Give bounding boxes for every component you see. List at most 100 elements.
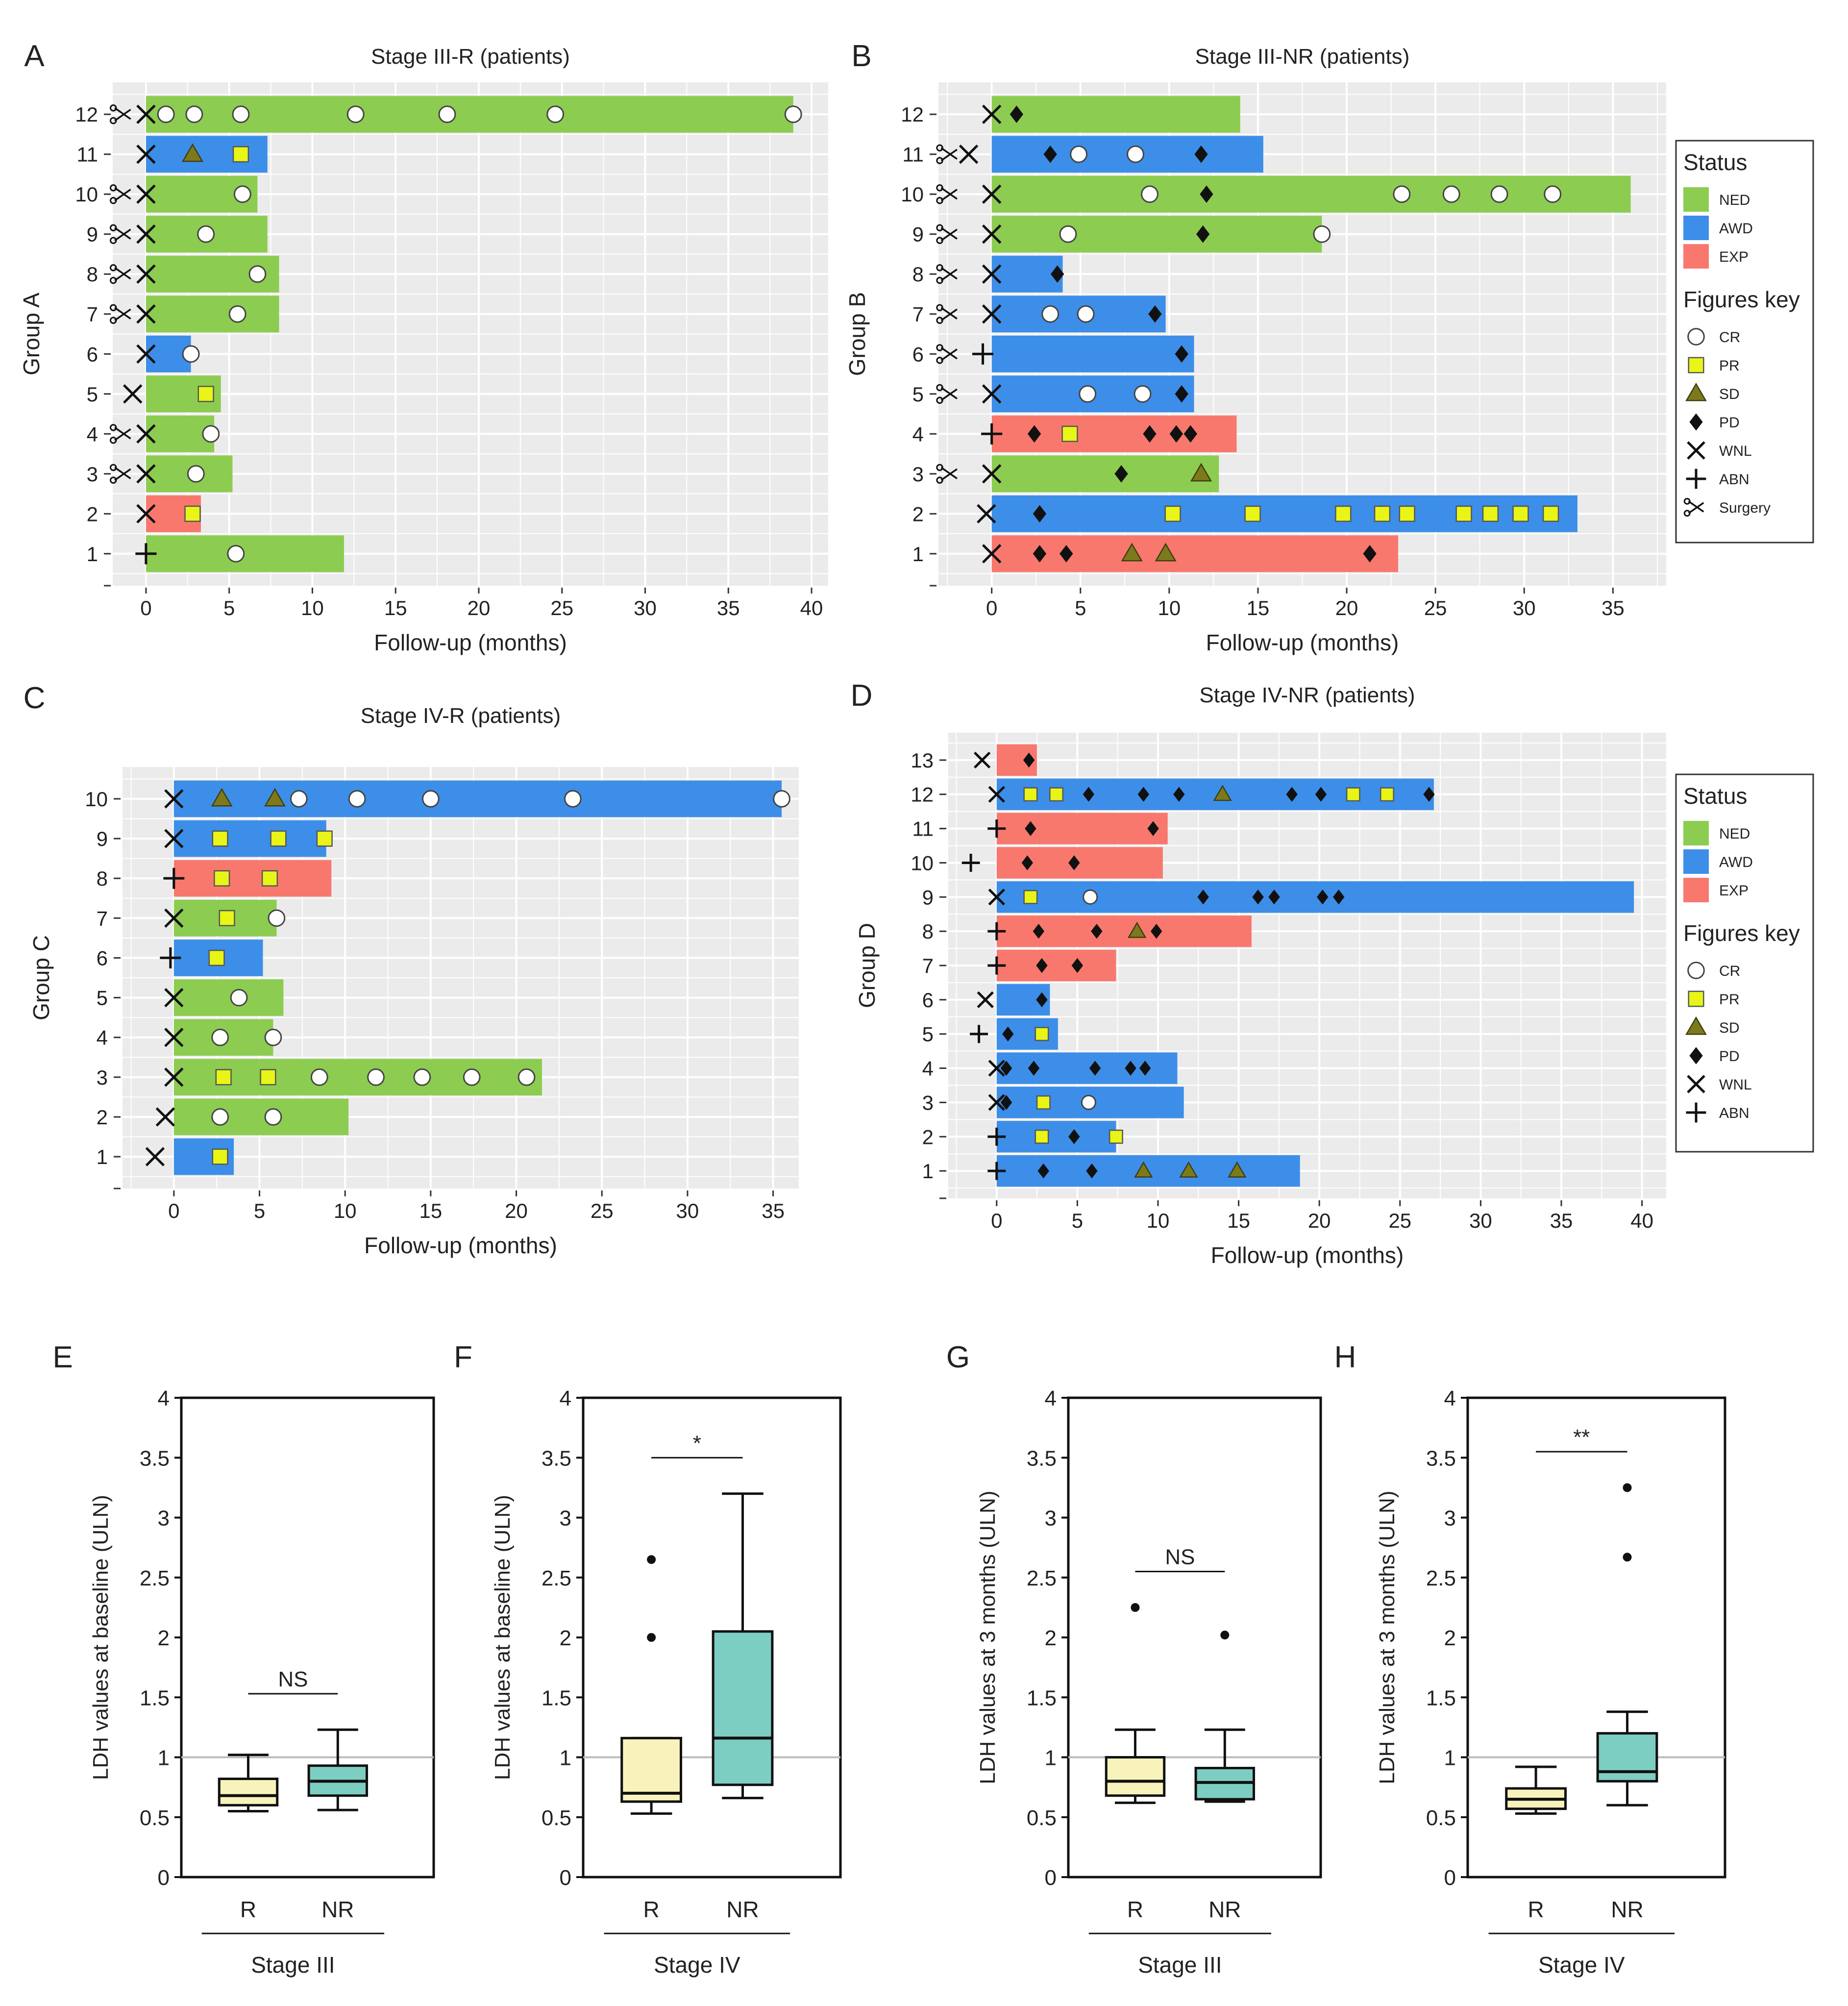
cr-marker [1079,385,1097,403]
pr-marker [1688,357,1704,373]
status-bar [991,96,1240,133]
surgery-marker [936,344,958,364]
pr-marker [1335,505,1352,522]
x-tick-label: 25 [550,596,573,619]
patient-row [987,949,1116,982]
pd-marker [1071,958,1084,973]
box-iqr [712,1630,774,1786]
wnl-marker [988,1094,1005,1111]
legend-figure-label: Surgery [1719,500,1771,516]
wnl-marker [973,751,991,769]
wnl-marker [982,264,1002,284]
wnl-marker [982,304,1002,324]
panel-letter: E [52,1340,73,1374]
sd-marker [1213,785,1232,801]
wnl-marker [145,1147,165,1166]
status-bar [173,979,284,1016]
y-tick-label: 2 [87,502,98,525]
x-tick-label: 0 [991,1209,1002,1232]
legend-figure-label: PR [1719,991,1740,1008]
y-tick-label: 2.5 [140,1566,170,1590]
x-tick-label: 35 [717,596,740,619]
cr-marker [187,465,205,483]
y-tick-label: 2.5 [1426,1566,1456,1590]
cr-marker [264,1108,282,1126]
x-tick-label: 0 [168,1199,179,1222]
x-tick-label: 15 [1247,596,1270,619]
y-tick-label: 4 [922,1057,934,1080]
legend-status-label: NED [1719,192,1750,208]
patient-row [123,375,221,413]
scissor-handle [109,276,117,284]
scissor-blades [940,227,958,242]
panel-letter: C [24,681,46,715]
x-tick-label: 25 [591,1199,614,1222]
y-tick-label: 4 [560,1387,571,1411]
x-tick-label: 0 [140,596,151,619]
box-r [1505,1765,1567,1815]
scissor-handle [936,344,943,351]
patient-row [936,255,1064,293]
scissor-blades [114,227,131,242]
patient-row [155,1098,349,1136]
y-tick-label: 6 [87,343,98,366]
x-tick-label: 0 [986,596,997,619]
x-axis-title: Follow-up (months) [374,630,567,655]
box-nr [1194,1631,1256,1803]
y-tick-label: 1 [1045,1746,1057,1770]
panel-d: D Stage IV-NR (patients)12345678910111213… [851,679,1666,1268]
patient-row [936,375,1194,413]
abn-marker [135,543,157,565]
x-tick-label: 35 [762,1199,785,1222]
pd-marker [1028,1061,1040,1076]
surgery-marker [936,144,958,164]
patient-row [164,1059,542,1096]
patient-row [936,335,1194,372]
cr-marker [1081,1094,1096,1110]
x-tick-label: 30 [1469,1209,1492,1232]
cr-marker [463,1068,481,1086]
x-tick-label: 20 [505,1199,528,1222]
scissor-handle [936,384,943,392]
legend-figure-label: SD [1719,386,1740,402]
cr-marker [1393,185,1411,203]
cr-marker [232,105,250,124]
pr-marker [197,386,214,402]
wnl-marker [136,224,156,244]
legend-figure-label: SD [1719,1020,1740,1036]
x-tick-label: 15 [384,596,407,619]
patient-row [160,940,263,976]
wnl-marker [136,104,156,124]
pr-marker [1035,1027,1049,1041]
legend-swatch [1683,216,1709,240]
box-r [218,1754,279,1813]
abn-marker [1686,469,1706,489]
box-nr [307,1728,369,1811]
scissor-blades [940,147,958,162]
pd-marker [1147,821,1159,836]
y-tick-label: 4 [1045,1387,1057,1411]
y-tick-label: 1.5 [542,1686,571,1710]
plot-frame [582,1396,842,1879]
wnl-marker [959,144,979,164]
pd-marker [1143,425,1157,443]
patient-row [164,780,790,817]
x-tick-label: 30 [676,1199,699,1222]
legend-swatch [1683,821,1709,845]
y-tick-label: 1.5 [1426,1686,1456,1710]
y-tick-label: 6 [912,343,924,366]
x-tick-label: 5 [254,1199,265,1222]
scissor-handle [936,184,943,192]
surgery-marker [1683,497,1704,517]
legend-figures-title: Figures key [1683,920,1800,946]
scissor-handle [936,237,943,244]
scissor-handle [936,264,943,272]
cr-marker [564,790,582,808]
scissor-blades [940,347,958,361]
wnl-marker [136,304,156,324]
pd-marker [1689,413,1703,431]
cr-marker [346,105,365,124]
scissor-handle [109,237,117,244]
y-tick-label: 2.5 [1027,1566,1057,1590]
patient-row [109,96,802,133]
